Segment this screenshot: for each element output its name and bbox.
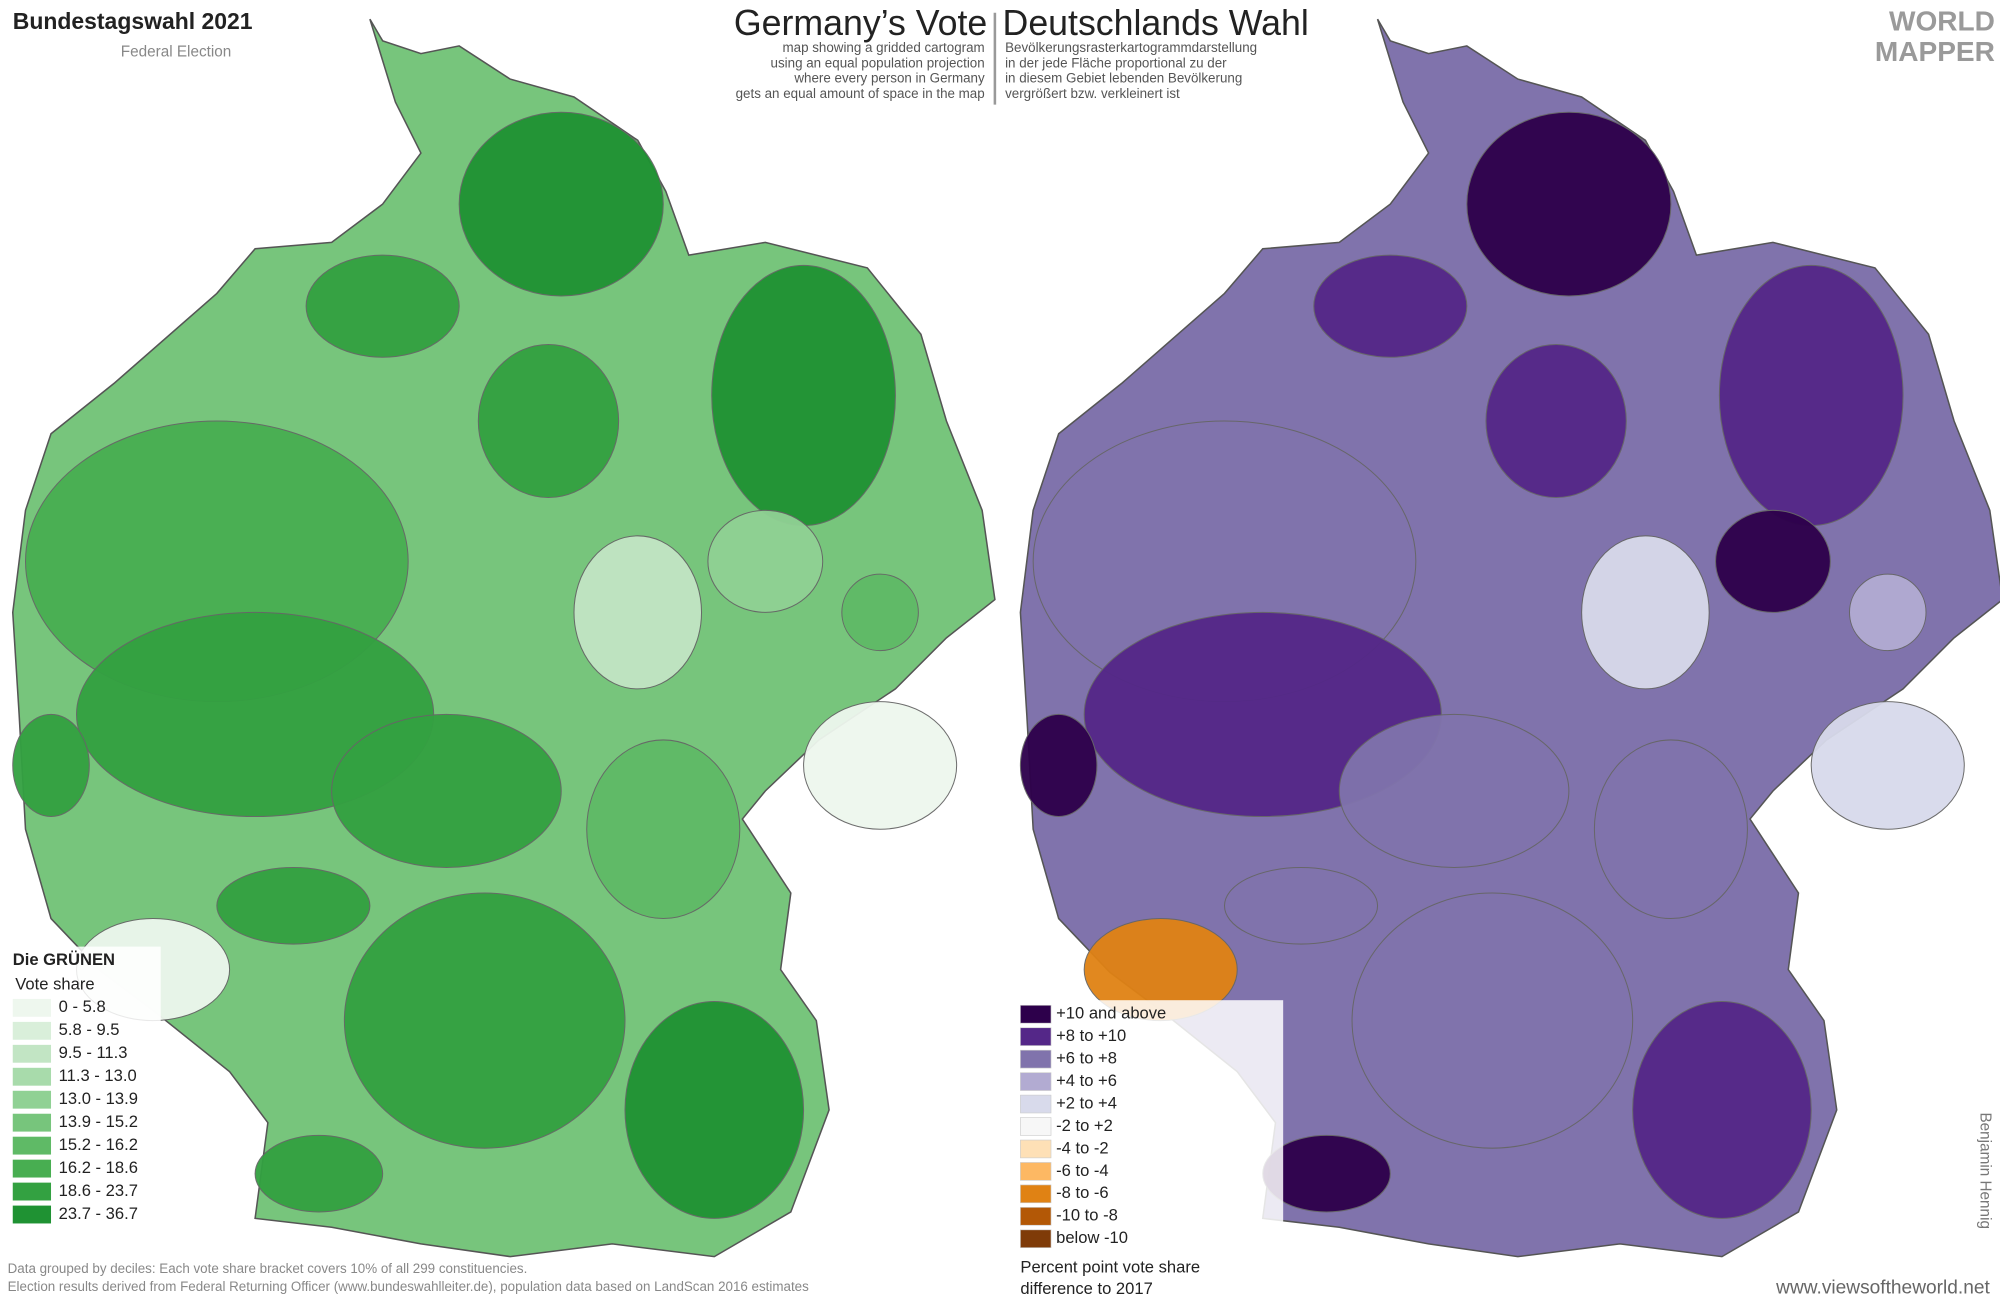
left-cartogram (11, 18, 996, 1258)
legend-label: +2 to +4 (1056, 1093, 1117, 1112)
legend-swatch (1020, 1117, 1052, 1136)
region (1848, 573, 1927, 652)
legend-label: 0 - 5.8 (59, 997, 106, 1016)
region (711, 264, 896, 527)
legend-label: 11.3 - 13.0 (59, 1066, 137, 1085)
description-de: in diesem Gebiet lebenden Bevölkerung (1005, 71, 1242, 86)
legend-label: +8 to +10 (1056, 1026, 1126, 1045)
description-en: where every person in Germany (793, 71, 985, 86)
legend-swatch (12, 1044, 52, 1063)
legend-swatch (12, 998, 52, 1017)
logo-line-1: WORLD (1889, 5, 1995, 36)
region (1466, 111, 1672, 297)
region (1313, 254, 1468, 358)
legend-caption: difference to 2017 (1020, 1279, 1152, 1298)
description-de: in der jede Fläche proportional zu der (1005, 55, 1227, 70)
legend-swatch (1020, 1094, 1052, 1114)
region (1632, 1000, 1812, 1219)
legend-label: -2 to +2 (1056, 1116, 1113, 1135)
legend-swatch (1020, 1184, 1052, 1204)
title-en: Germany’s Vote (734, 3, 987, 43)
region (216, 867, 371, 945)
legend-label: +4 to +6 (1056, 1071, 1117, 1090)
description-de: Bevölkerungsrasterkartogrammdarstellung (1005, 40, 1257, 55)
region (1019, 713, 1098, 817)
region (1223, 867, 1379, 945)
legend-swatch (1020, 1027, 1052, 1046)
legend-label: 13.9 - 15.2 (59, 1112, 138, 1131)
legend-swatch (1020, 1139, 1052, 1159)
title: Bundestagswahl 2021 (13, 8, 253, 34)
legend-label: -4 to -2 (1056, 1138, 1109, 1157)
legend-label: below -10 (1056, 1228, 1128, 1247)
website: www.viewsoftheworld.net (1775, 1278, 1990, 1299)
legend-label: 16.2 - 18.6 (59, 1158, 138, 1177)
legend-swatch (12, 1205, 52, 1224)
region (1338, 713, 1570, 869)
legend-swatch (12, 1090, 52, 1109)
legend-swatch (1020, 1072, 1052, 1091)
footnote: Data grouped by deciles: Each vote share… (8, 1261, 528, 1276)
description-en: gets an equal amount of space in the map (736, 86, 985, 101)
legend-label: 15.2 - 16.2 (59, 1135, 138, 1154)
legend-title: Vote share (15, 974, 94, 993)
legend-label: 18.6 - 23.7 (59, 1181, 138, 1200)
legend-party: Die GRÜNEN (13, 950, 115, 969)
legend-label: 9.5 - 11.3 (59, 1043, 128, 1062)
region (305, 254, 460, 358)
region (254, 1134, 384, 1213)
legend-label: 5.8 - 9.5 (59, 1020, 120, 1039)
region (343, 892, 626, 1149)
legend-label: -8 to -6 (1056, 1183, 1109, 1202)
region (1715, 509, 1831, 613)
legend-swatch (1020, 1162, 1052, 1181)
legend-caption: Percent point vote share (1020, 1257, 1200, 1276)
subtitle: Federal Election (121, 43, 232, 60)
legend-swatch (1020, 1004, 1052, 1024)
region (1581, 535, 1710, 690)
author: Benjamin Hennig (1977, 1112, 1994, 1229)
legend-swatch (12, 1182, 52, 1201)
legend-label: -10 to -8 (1056, 1206, 1118, 1225)
legend-swatch (12, 1113, 52, 1132)
title-de: Deutschlands Wahl (1003, 3, 1309, 43)
legend-label: +6 to +8 (1056, 1049, 1117, 1068)
region (1593, 739, 1748, 920)
region (458, 111, 664, 297)
legend-swatch (12, 1021, 52, 1040)
legend-swatch (1020, 1207, 1052, 1226)
description-de: vergrößert bzw. verkleinert ist (1005, 86, 1180, 101)
legend-label: 13.0 - 13.9 (59, 1089, 138, 1108)
region (1351, 892, 1634, 1149)
region (331, 713, 562, 869)
legend-swatch (12, 1136, 52, 1155)
footnote: Election results derived from Federal Re… (8, 1279, 809, 1294)
region (573, 535, 703, 690)
region (1485, 343, 1627, 499)
region (707, 509, 824, 613)
region (586, 739, 741, 920)
legend-swatch (1020, 1049, 1052, 1069)
description-en: using an equal population projection (771, 55, 985, 70)
legend-swatch (12, 1159, 52, 1178)
region (624, 1000, 805, 1219)
legend-swatch (12, 1067, 52, 1086)
region (12, 713, 90, 817)
region (841, 573, 919, 652)
region (1810, 701, 1965, 830)
region (1718, 264, 1904, 527)
description-en: map showing a gridded cartogram (782, 40, 984, 55)
legend-label: +10 and above (1056, 1004, 1166, 1023)
legend-bg (1015, 1000, 1284, 1299)
legend-swatch (1020, 1229, 1052, 1249)
logo-line-2: MAPPER (1875, 36, 1995, 67)
region (803, 701, 958, 830)
legend-label: -6 to -4 (1056, 1161, 1109, 1180)
right-cartogram (1019, 18, 2000, 1258)
region (477, 343, 620, 499)
legend-label: 23.7 - 36.7 (59, 1204, 138, 1223)
